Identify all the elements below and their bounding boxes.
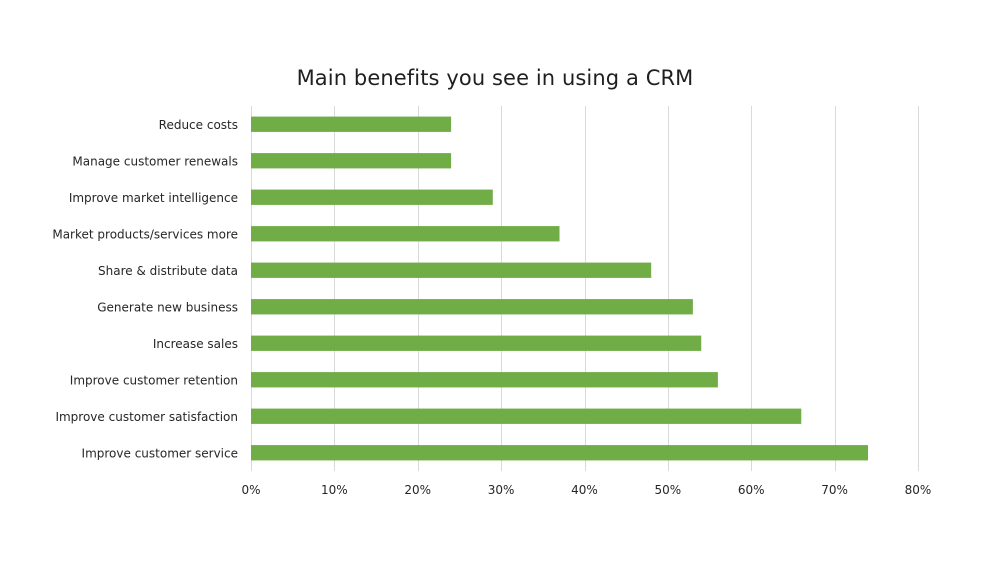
x-tick-label: 40% — [571, 483, 598, 497]
bar — [251, 445, 868, 461]
bar — [251, 116, 452, 132]
x-tick-label: 10% — [321, 483, 348, 497]
x-tick-label: 50% — [655, 483, 682, 497]
bar — [251, 189, 493, 205]
x-tick-label: 20% — [404, 483, 431, 497]
bar — [251, 262, 652, 278]
category-label: Share & distribute data — [98, 264, 238, 278]
category-label: Improve customer satisfaction — [55, 410, 238, 424]
category-label: Improve market intelligence — [69, 191, 238, 205]
bar — [251, 372, 718, 388]
bar — [251, 335, 702, 351]
x-tick-label: 70% — [821, 483, 848, 497]
category-label: Generate new business — [97, 300, 238, 314]
category-label: Manage customer renewals — [72, 154, 238, 168]
x-tick-label: 60% — [738, 483, 765, 497]
x-tick-label: 80% — [905, 483, 932, 497]
bar — [251, 226, 560, 242]
x-tick-label: 30% — [488, 483, 515, 497]
x-tick-label: 0% — [241, 483, 260, 497]
category-label: Reduce costs — [159, 118, 238, 132]
category-label: Increase sales — [153, 337, 238, 351]
chart-title: Main benefits you see in using a CRM — [296, 66, 694, 90]
category-labels: Reduce costs Manage customer renewals Impr… — [52, 118, 238, 461]
bars — [251, 116, 868, 461]
bar — [251, 408, 802, 424]
x-axis-tick-labels: 0% 10% 20% 30% 40% 50% 60% 70% 80% — [241, 483, 931, 497]
bar — [251, 153, 452, 169]
bar — [251, 299, 693, 315]
category-label: Market products/services more — [52, 227, 238, 241]
category-label: Improve customer service — [82, 446, 238, 460]
category-label: Improve customer retention — [70, 373, 238, 387]
